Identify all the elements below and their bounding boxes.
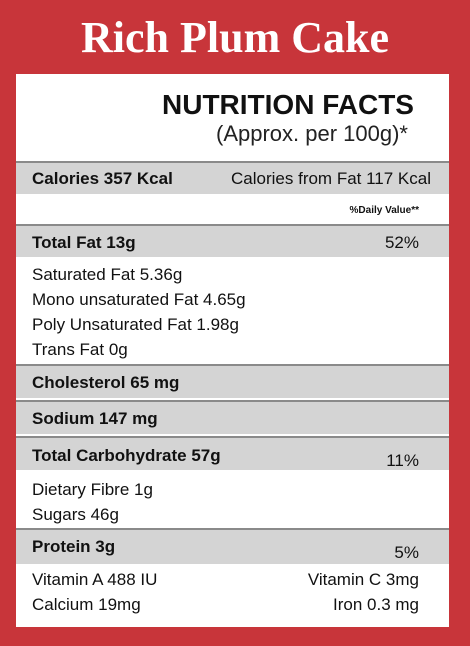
iron: Iron 0.3 mg [333, 595, 419, 614]
nutrition-facts-heading: NUTRITION FACTS [162, 89, 414, 120]
list-item: Mono unsaturated Fat 4.65g [32, 290, 246, 309]
sodium-row: Sodium 147 mg [16, 400, 449, 434]
protein-percent: 5% [394, 543, 419, 562]
serving-size-note: (Approx. per 100g)* [216, 121, 408, 146]
list-item: Saturated Fat 5.36g [32, 265, 183, 284]
vitamin-c: Vitamin C 3mg [307, 570, 419, 589]
carbohydrate-percent: 11% [386, 451, 419, 470]
protein-row: Protein 3g 5% [16, 528, 449, 564]
total-fat-label: Total Fat 13g [32, 233, 136, 252]
carbohydrate-label: Total Carbohydrate 57g [32, 446, 221, 465]
cholesterol-row: Cholesterol 65 mg [16, 364, 449, 398]
calories-row: Calories 357 Kcal Calories from Fat 117 … [16, 161, 449, 194]
vitamin-a: Vitamin A 488 IU [32, 570, 158, 589]
total-fat-percent: 52% [384, 233, 419, 252]
page-title: Rich Plum Cake [81, 13, 389, 62]
sodium-label: Sodium 147 mg [32, 409, 158, 428]
list-item: Sugars 46g [32, 505, 119, 524]
calories-from-fat: Calories from Fat 117 Kcal [231, 169, 431, 188]
list-item: Dietary Fibre 1g [32, 480, 153, 499]
list-item: Poly Unsaturated Fat 1.98g [32, 315, 239, 334]
carbohydrate-row: Total Carbohydrate 57g 11% [16, 436, 449, 470]
calcium: Calcium 19mg [32, 595, 141, 614]
total-fat-row: Total Fat 13g 52% [16, 224, 449, 257]
nutrition-panel: NUTRITION FACTS (Approx. per 100g)* Calo… [16, 74, 449, 627]
protein-label: Protein 3g [32, 537, 116, 556]
cholesterol-label: Cholesterol 65 mg [32, 373, 180, 392]
list-item: Trans Fat 0g [32, 340, 128, 359]
calories-label: Calories 357 Kcal [32, 169, 173, 188]
daily-value-header: %Daily Value** [349, 205, 419, 216]
